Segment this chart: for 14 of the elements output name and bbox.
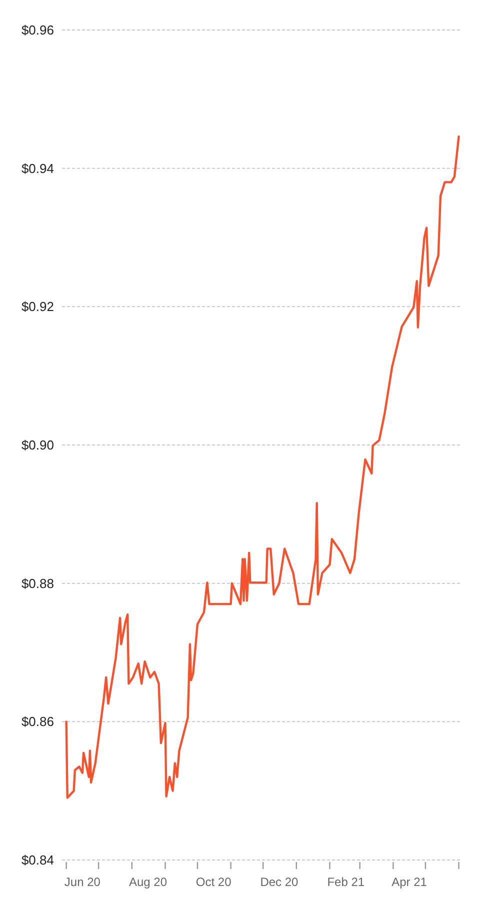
x-tick-label: Oct 20: [196, 875, 232, 889]
y-tick-label: $0.92: [21, 299, 54, 314]
y-tick-label: $0.84: [21, 852, 54, 868]
x-tick-label: Feb 21: [327, 875, 365, 889]
y-tick-label: $0.86: [21, 714, 54, 730]
x-tick-label: Apr 21: [392, 875, 428, 889]
y-tick-label: $0.96: [21, 22, 54, 38]
y-tick-label: $0.88: [21, 576, 54, 591]
y-tick-label: $0.94: [21, 160, 54, 176]
x-tick-label: Dec 20: [260, 875, 299, 889]
line-series: [65, 135, 460, 799]
x-tick-label: Jun 20: [64, 875, 101, 889]
y-tick-label: $0.90: [21, 438, 54, 452]
x-tick-label: Aug 20: [129, 875, 168, 889]
